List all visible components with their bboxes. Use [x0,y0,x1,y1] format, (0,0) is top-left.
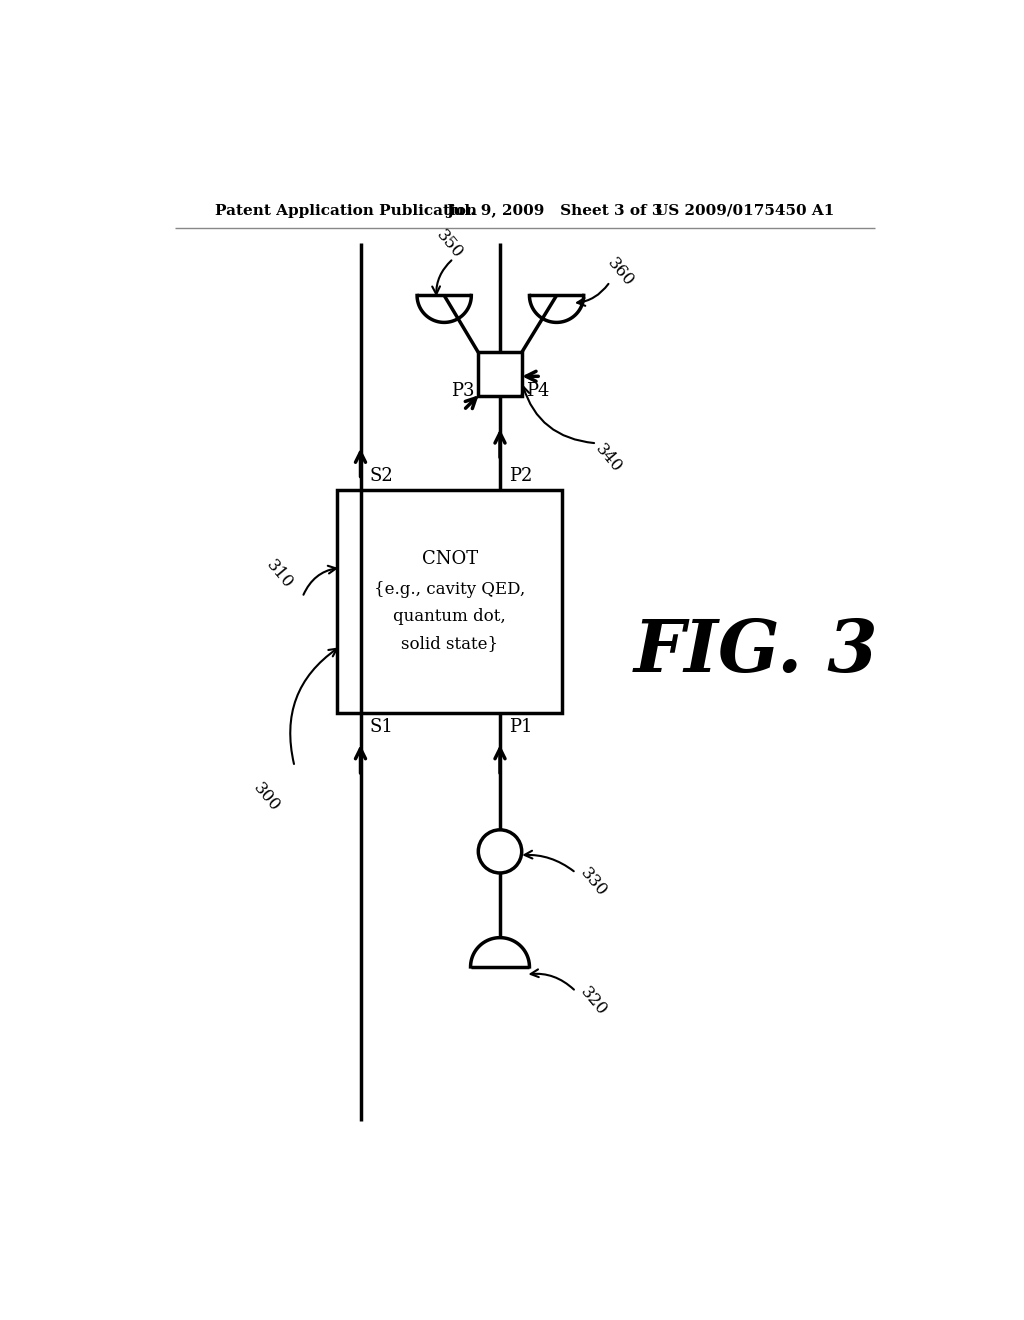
Text: US 2009/0175450 A1: US 2009/0175450 A1 [655,203,835,218]
Text: 340: 340 [592,441,626,477]
Text: {e.g., cavity QED,: {e.g., cavity QED, [374,581,525,598]
Text: 310: 310 [262,557,296,591]
Text: S2: S2 [370,467,393,484]
Text: solid state}: solid state} [401,635,499,652]
Text: 300: 300 [249,780,283,816]
Text: Jul. 9, 2009   Sheet 3 of 3: Jul. 9, 2009 Sheet 3 of 3 [445,203,663,218]
Text: 350: 350 [433,227,466,263]
Bar [337,490,562,713]
Text: P1: P1 [509,718,532,735]
Text: 360: 360 [603,255,637,290]
Text: P4: P4 [525,381,549,400]
Text: P3: P3 [451,381,474,400]
Circle shape [478,830,521,873]
Bar [478,352,521,396]
Text: CNOT: CNOT [422,550,477,568]
Text: 330: 330 [577,865,609,900]
Text: P2: P2 [509,467,532,484]
Text: quantum dot,: quantum dot, [393,609,506,626]
Text: Patent Application Publication: Patent Application Publication [215,203,477,218]
Text: FIG. 3: FIG. 3 [634,615,878,686]
Text: 320: 320 [577,983,609,1019]
Text: S1: S1 [370,718,393,735]
